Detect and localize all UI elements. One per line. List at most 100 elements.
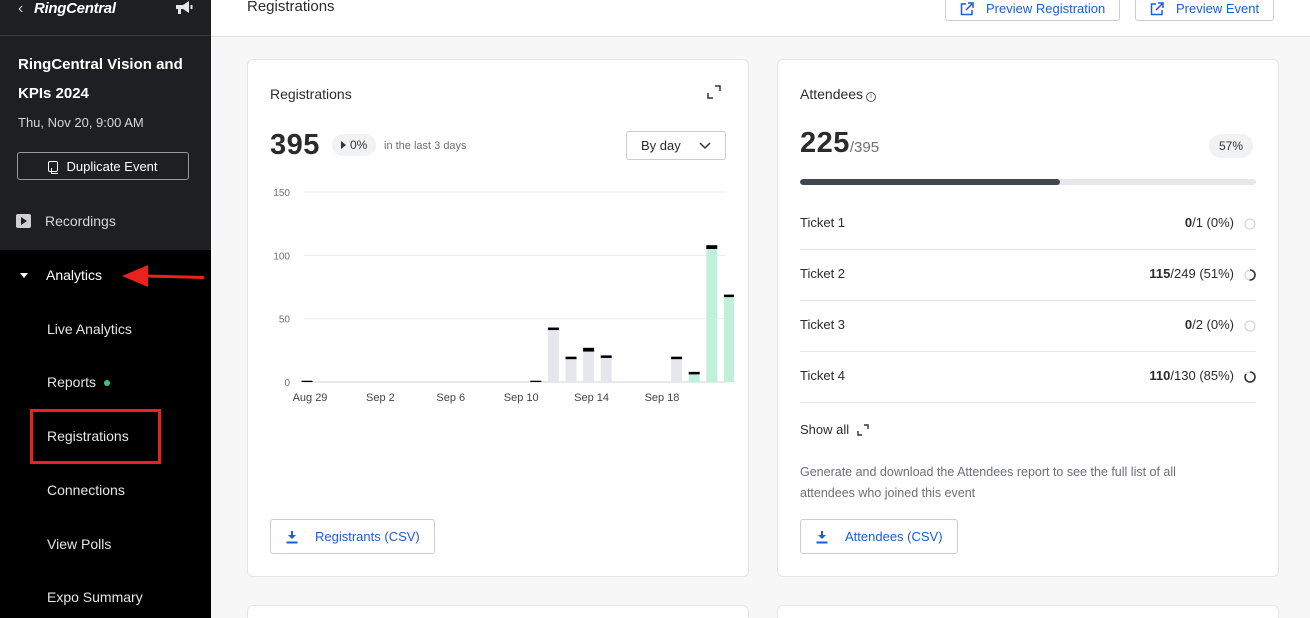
app-logo: RingCentral (34, 0, 116, 17)
group-by-select[interactable]: By day (626, 131, 726, 160)
chart-bar[interactable] (530, 380, 542, 382)
preview-event-button[interactable]: Preview Event (1135, 0, 1275, 21)
sidebar-item-analytics[interactable]: Analytics (20, 267, 102, 283)
ticket-row: Ticket 1 0/1 (0%) (800, 199, 1256, 250)
event-date: Thu, Nov 20, 9:00 AM (18, 115, 144, 130)
new-indicator-dot (104, 380, 111, 387)
registrants-csv-label: Registrants (CSV) (315, 529, 420, 544)
attendees-csv-button[interactable]: Attendees (CSV) (800, 519, 958, 554)
chart-bar[interactable] (565, 359, 577, 382)
preview-event-label: Preview Event (1176, 1, 1260, 16)
duplicate-event-button[interactable]: Duplicate Event (17, 152, 189, 180)
ticket-total: /249 (51%) (1170, 266, 1234, 281)
attendees-count: 225/395 (800, 127, 879, 160)
y-tick-label: 150 (273, 188, 290, 199)
sidebar-item-live-analytics[interactable]: Live Analytics (47, 321, 132, 337)
chart-bar[interactable] (600, 357, 612, 382)
attendees-count-value: 225 (800, 127, 850, 159)
registrations-total: 395 (270, 129, 320, 161)
chart-bar[interactable] (565, 356, 577, 360)
attendees-card-title: Attendees i (800, 86, 877, 102)
sidebar-item-recordings[interactable]: Recordings (16, 213, 116, 229)
chart-bar[interactable] (671, 356, 683, 360)
chart-bar[interactable] (723, 294, 734, 298)
megaphone-icon[interactable] (174, 0, 194, 16)
sidebar-item-connections[interactable]: Connections (47, 482, 125, 498)
progress-ring-icon (1244, 371, 1256, 383)
sidebar-item-registrations[interactable]: Registrations (47, 428, 129, 444)
ticket-name: Ticket 3 (800, 317, 846, 332)
attendees-total: /395 (849, 139, 880, 156)
x-tick-label: Sep 10 (504, 392, 539, 404)
ticket-name: Ticket 1 (800, 215, 846, 230)
show-all-link[interactable]: Show all (800, 422, 869, 437)
attendees-csv-label: Attendees (CSV) (845, 529, 943, 544)
y-tick-label: 0 (284, 378, 290, 389)
top-bar: Registrations Preview Registration Previ… (211, 0, 1310, 37)
preview-registration-button[interactable]: Preview Registration (945, 0, 1121, 21)
red-arrow-annotation (122, 265, 205, 287)
page-title: Registrations (247, 0, 335, 15)
ticket-count: 115 (1149, 266, 1171, 281)
x-tick-label: Sep 6 (436, 392, 465, 404)
ticket-value: 110/130 (85%) (1149, 368, 1234, 383)
expand-icon[interactable] (707, 85, 721, 99)
next-card-left (247, 605, 749, 618)
attendees-progress-bar (800, 179, 1256, 185)
chart-bar[interactable] (600, 355, 612, 358)
registrations-card: Registrations 395 0% in the last 3 days … (247, 59, 749, 577)
external-link-icon (960, 1, 974, 15)
progress-ring-icon (1244, 269, 1256, 281)
group-by-value: By day (641, 138, 681, 153)
sidebar-item-expo-summary[interactable]: Expo Summary (47, 589, 143, 605)
chart-bar[interactable] (706, 249, 718, 382)
change-period: in the last 3 days (384, 140, 467, 152)
registrants-csv-button[interactable]: Registrants (CSV) (270, 519, 435, 554)
ticket-name: Ticket 4 (800, 368, 846, 383)
chart-bar[interactable] (706, 245, 718, 249)
ticket-count: 0 (1184, 215, 1193, 230)
chart-bar[interactable] (671, 359, 683, 382)
chart-bar[interactable] (583, 351, 595, 382)
ticket-count: 110 (1149, 368, 1171, 383)
copy-icon (48, 160, 59, 174)
attendees-percent-badge: 57% (1209, 134, 1254, 158)
x-tick-label: Sep 2 (366, 392, 395, 404)
progress-ring-icon (1244, 218, 1256, 230)
event-title: RingCentral Vision and KPIs 2024 (18, 56, 183, 102)
download-icon (286, 530, 298, 543)
attendees-progress-fill (800, 179, 1060, 185)
sidebar-item-reports[interactable]: Reports (47, 374, 111, 390)
attendees-description: Generate and download the Attendees repo… (800, 465, 1176, 500)
back-chevron-icon[interactable]: ‹ (18, 0, 24, 17)
show-all-label: Show all (800, 422, 850, 437)
y-tick-label: 50 (279, 315, 291, 326)
info-icon[interactable]: i (866, 92, 877, 102)
sidebar-item-label: Analytics (46, 267, 103, 283)
progress-ring-icon (1244, 320, 1256, 332)
chart-bar[interactable] (547, 330, 559, 382)
ticket-count: 0 (1184, 317, 1193, 332)
chart-bar[interactable] (583, 347, 595, 352)
chart-bar[interactable] (547, 327, 559, 331)
caret-down-icon (20, 272, 28, 278)
chart-bar[interactable] (688, 371, 700, 375)
registrations-card-title: Registrations (270, 86, 352, 102)
chevron-down-icon (699, 141, 711, 149)
chart-bar[interactable] (688, 374, 700, 382)
ticket-value: 115/249 (51%) (1149, 266, 1234, 281)
chart-bar[interactable] (301, 380, 313, 382)
expand-icon (857, 423, 869, 436)
download-icon (816, 530, 828, 543)
ticket-total: /2 (0%) (1192, 317, 1234, 332)
sidebar-item-view-polls[interactable]: View Polls (47, 536, 112, 552)
sidebar-item-label: Recordings (45, 213, 116, 229)
x-tick-label: Aug 29 (293, 392, 328, 404)
sidebar-header-section: ‹ RingCentral RingCentral Vision and KPI… (0, 0, 211, 250)
ticket-name: Ticket 2 (800, 266, 846, 281)
chart-bar[interactable] (723, 297, 734, 382)
duplicate-event-label: Duplicate Event (66, 158, 158, 174)
ticket-value: 0/2 (0%) (1185, 317, 1234, 332)
external-link-icon (1150, 1, 1164, 15)
